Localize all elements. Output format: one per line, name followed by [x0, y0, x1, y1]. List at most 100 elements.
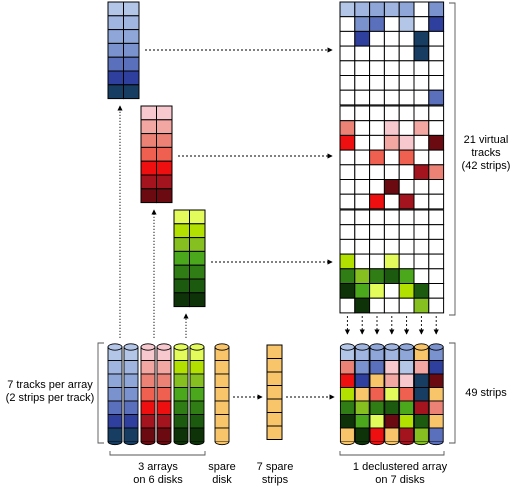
virtual-strip — [140, 133, 157, 148]
virtual-strip — [156, 119, 173, 135]
grid-cell — [354, 268, 371, 284]
disk-bottom — [107, 441, 123, 446]
grid-cell — [354, 30, 371, 47]
grid-cell — [428, 149, 445, 166]
grid-cell — [413, 105, 430, 122]
disk-strip — [107, 387, 123, 402]
grid-cell — [428, 60, 445, 76]
grid-cell — [398, 283, 415, 299]
virtual-strip — [107, 70, 124, 86]
virtual-strip — [156, 105, 173, 121]
virtual-strip — [107, 1, 124, 17]
grid-cell — [383, 253, 400, 270]
grid-cell — [383, 297, 400, 314]
disk-top — [428, 343, 444, 351]
disk-strip — [123, 360, 139, 375]
grid-cell — [339, 105, 356, 122]
virtual-strip — [123, 70, 140, 86]
virtual-strip — [189, 264, 206, 280]
virtual-strip — [156, 160, 173, 176]
grid-cell — [369, 30, 385, 47]
disk-top — [339, 343, 355, 351]
grid-cell — [428, 164, 445, 181]
disk-top — [123, 343, 139, 351]
disk-strip — [140, 414, 156, 429]
disk-strip — [189, 427, 205, 442]
spare-strip — [266, 358, 283, 373]
grid-cell — [339, 209, 356, 226]
declustered-bracket — [339, 451, 445, 456]
disk-bottom — [413, 441, 429, 446]
virtual-strip — [189, 292, 206, 308]
disk-strip — [214, 373, 230, 388]
spare-strip — [266, 398, 283, 413]
disk-strip — [428, 414, 444, 429]
grid-cell — [354, 179, 371, 195]
declustered-disk — [339, 343, 355, 446]
virtual-strip — [123, 42, 140, 58]
grid-cell — [383, 45, 400, 62]
virtual-strip — [140, 188, 157, 204]
declustered-disk — [369, 343, 385, 446]
arrows — [117, 47, 439, 400]
virtual-tracks-label: 21 virtual tracks (42 strips) — [461, 134, 511, 172]
grid-cell — [383, 89, 400, 106]
virtual-strip — [156, 146, 173, 162]
grid-cell — [354, 297, 371, 314]
arrays-label: 3 arrays on 6 disks — [133, 461, 183, 486]
brackets — [97, 2, 456, 456]
grid-cell — [413, 283, 430, 299]
disk-strip — [173, 414, 189, 429]
grid-cell — [354, 60, 371, 76]
disk-strip — [189, 400, 205, 415]
grid-cell — [383, 224, 400, 240]
disk-bottom — [140, 441, 156, 446]
grid-cell — [369, 209, 385, 226]
grid-cell — [339, 134, 356, 151]
grid-cell — [339, 283, 356, 299]
disk-strip — [413, 414, 429, 429]
disk-strip — [384, 414, 400, 429]
grid-cell — [354, 253, 371, 270]
grid-cell — [398, 120, 415, 136]
disk-bottom — [156, 441, 172, 446]
grid-cell — [369, 297, 385, 314]
virtual-track-stacks — [107, 1, 206, 308]
grid-cell — [413, 120, 430, 136]
disk-top — [384, 343, 400, 351]
grid-cell — [383, 105, 400, 122]
grid-cell — [369, 45, 385, 62]
grid-cell — [398, 45, 415, 62]
grid-cell — [339, 1, 356, 18]
disk-strip — [339, 400, 355, 415]
disk-strip — [140, 360, 156, 375]
grid-cell — [339, 60, 356, 76]
disk-strip — [354, 427, 370, 442]
grid-cell — [428, 45, 445, 62]
disk-strip — [413, 360, 429, 375]
grid-cell — [413, 253, 430, 270]
virtual-strip — [140, 174, 157, 190]
disk-bottom — [369, 441, 385, 446]
virtual-strip — [173, 264, 190, 280]
strips-bracket — [449, 342, 456, 444]
disk-strip — [140, 373, 156, 388]
disk-strip — [173, 427, 189, 442]
virtual-strip — [107, 56, 124, 72]
spare-strip — [266, 344, 283, 359]
virtual-track-grids — [339, 1, 445, 314]
disk-strip — [339, 360, 355, 375]
grid-cell — [413, 60, 430, 76]
grid-cell — [339, 120, 356, 136]
grid-cell — [398, 60, 415, 76]
grid-cell — [339, 164, 356, 181]
grid-cell — [413, 30, 430, 47]
grid-cell — [398, 105, 415, 122]
virtual-strip — [173, 250, 190, 266]
disk-strip — [173, 387, 189, 402]
disk-strip — [107, 414, 123, 429]
arrays-bracket — [109, 451, 206, 456]
grid-cell — [369, 283, 385, 299]
disk-strip — [399, 373, 415, 388]
